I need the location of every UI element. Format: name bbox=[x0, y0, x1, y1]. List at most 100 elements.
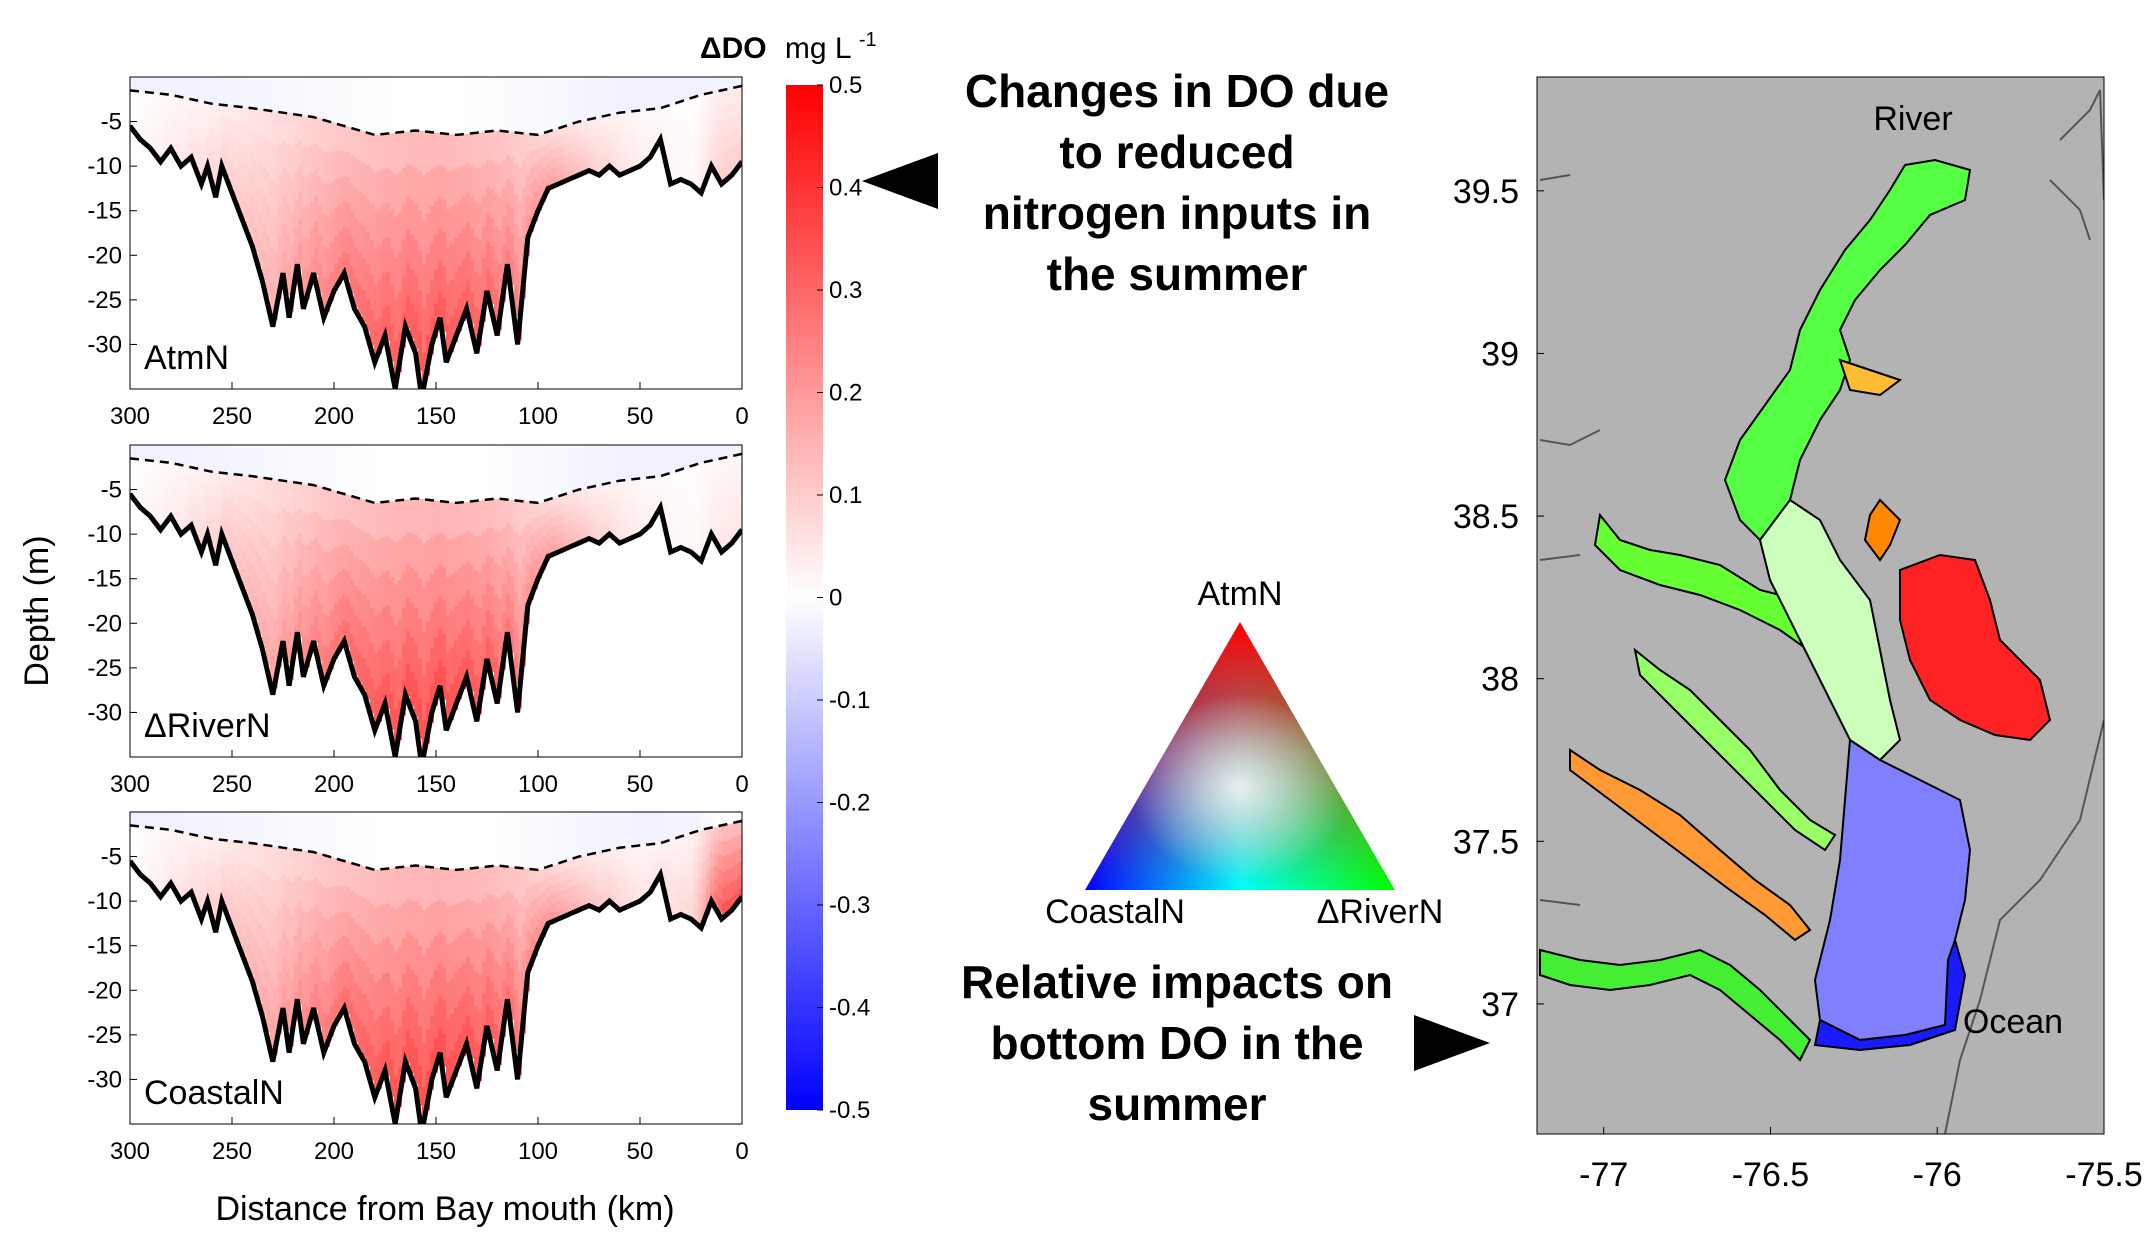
delta-do-cell bbox=[630, 479, 635, 490]
delta-do-cell bbox=[330, 271, 335, 302]
delta-do-cell bbox=[262, 137, 267, 167]
delta-do-cell bbox=[682, 534, 687, 549]
surface-cell bbox=[134, 812, 139, 826]
delta-do-cell bbox=[306, 912, 311, 944]
delta-do-cell bbox=[410, 900, 415, 936]
delta-do-cell bbox=[270, 246, 275, 281]
delta-do-cell bbox=[414, 498, 419, 536]
delta-do-cell bbox=[182, 888, 187, 901]
delta-do-cell bbox=[166, 869, 171, 881]
delta-do-cell bbox=[454, 571, 459, 607]
delta-do-cell bbox=[510, 208, 515, 235]
delta-do-cell bbox=[378, 1015, 383, 1053]
below-bottom-cell bbox=[218, 920, 223, 1124]
delta-do-cell bbox=[406, 565, 411, 599]
delta-do-cell bbox=[702, 526, 707, 544]
delta-do-cell bbox=[418, 130, 423, 172]
delta-do-cell bbox=[254, 500, 259, 525]
delta-do-cell bbox=[630, 876, 635, 887]
delta-do-cell bbox=[290, 947, 295, 982]
surface-cell bbox=[230, 77, 235, 106]
delta-do-cell bbox=[698, 495, 703, 512]
delta-do-cell bbox=[438, 132, 443, 166]
delta-do-cell bbox=[674, 129, 679, 144]
delta-do-cell bbox=[578, 139, 583, 150]
delta-do-cell bbox=[554, 874, 559, 884]
delta-do-cell bbox=[522, 133, 527, 162]
delta-do-cell bbox=[246, 516, 251, 538]
delta-do-cell bbox=[170, 857, 175, 867]
delta-do-cell bbox=[222, 514, 227, 525]
below-bottom-cell bbox=[738, 166, 742, 389]
delta-do-cell bbox=[562, 154, 567, 165]
delta-do-cell bbox=[738, 508, 742, 523]
delta-do-cell bbox=[278, 143, 283, 175]
below-bottom-cell bbox=[546, 561, 551, 757]
surface-cell bbox=[222, 445, 227, 473]
below-bottom-cell bbox=[410, 338, 415, 389]
delta-do-cell bbox=[690, 112, 695, 128]
delta-do-cell bbox=[590, 521, 595, 531]
delta-do-cell bbox=[190, 118, 195, 130]
below-bottom-cell bbox=[382, 343, 387, 389]
surface-cell bbox=[366, 77, 371, 133]
below-bottom-cell bbox=[490, 304, 495, 389]
delta-do-cell bbox=[634, 517, 639, 528]
surface-cell bbox=[294, 812, 299, 850]
delta-do-cell bbox=[146, 135, 151, 145]
delta-do-cell bbox=[258, 135, 263, 162]
delta-do-cell bbox=[394, 951, 399, 994]
delta-do-cell bbox=[662, 495, 667, 502]
delta-do-cell bbox=[534, 516, 539, 532]
delta-do-cell bbox=[690, 904, 695, 920]
delta-do-cell bbox=[666, 860, 671, 871]
delta-do-cell bbox=[738, 126, 742, 141]
delta-do-cell bbox=[442, 298, 447, 333]
surface-cell bbox=[546, 812, 551, 868]
delta-do-cell bbox=[414, 902, 419, 939]
delta-do-cell bbox=[210, 519, 215, 533]
delta-do-cell bbox=[586, 128, 591, 138]
delta-do-cell bbox=[174, 879, 179, 890]
delta-do-cell bbox=[134, 472, 139, 480]
delta-do-cell bbox=[506, 131, 511, 156]
delta-do-cell bbox=[150, 92, 155, 103]
below-bottom-cell bbox=[634, 536, 639, 757]
surface-cell bbox=[386, 445, 391, 502]
delta-do-cell bbox=[710, 827, 715, 842]
delta-do-cell bbox=[194, 478, 199, 490]
delta-do-cell bbox=[422, 720, 427, 757]
delta-do-cell bbox=[490, 952, 495, 982]
delta-do-cell bbox=[162, 494, 167, 507]
delta-do-cell bbox=[666, 493, 671, 504]
delta-do-cell bbox=[642, 110, 647, 120]
delta-do-cell bbox=[238, 875, 243, 894]
delta-do-cell bbox=[226, 129, 231, 142]
delta-do-cell bbox=[202, 115, 207, 130]
delta-do-cell bbox=[578, 901, 583, 911]
surface-cell bbox=[518, 812, 523, 868]
delta-do-cell bbox=[610, 140, 615, 150]
delta-do-cell bbox=[246, 188, 251, 210]
delta-do-cell bbox=[410, 969, 415, 1005]
delta-do-cell bbox=[674, 484, 679, 499]
delta-do-cell bbox=[550, 149, 555, 160]
surface-cell bbox=[662, 445, 667, 476]
delta-do-cell bbox=[310, 512, 315, 542]
delta-do-cell bbox=[470, 900, 475, 933]
surface-cell bbox=[198, 445, 203, 469]
delta-do-cell bbox=[618, 521, 623, 533]
delta-do-cell bbox=[542, 524, 547, 537]
below-bottom-cell bbox=[154, 153, 159, 389]
delta-do-cell bbox=[626, 857, 631, 868]
delta-do-cell bbox=[170, 112, 175, 123]
delta-do-cell bbox=[698, 893, 703, 910]
delta-do-cell bbox=[726, 457, 731, 474]
delta-do-cell bbox=[666, 106, 671, 117]
delta-do-cell bbox=[710, 144, 715, 158]
below-bottom-cell bbox=[138, 504, 143, 757]
surface-cell bbox=[626, 445, 631, 480]
delta-do-cell bbox=[614, 867, 619, 878]
delta-do-cell bbox=[406, 597, 411, 632]
delta-do-cell bbox=[522, 556, 527, 585]
